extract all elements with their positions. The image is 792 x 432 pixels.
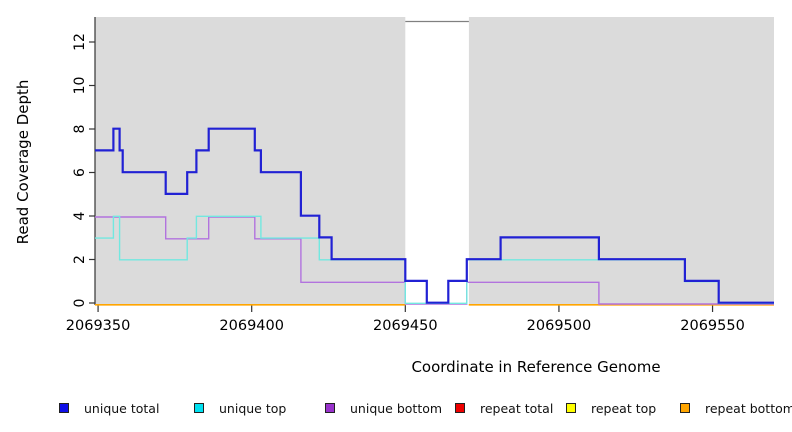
y-axis-title: Read Coverage Depth: [14, 79, 32, 245]
y-tick-label: 4: [72, 211, 88, 220]
x-tick-label: 2069350: [66, 318, 131, 334]
plot-legend: unique total unique top unique bottom re…: [0, 399, 792, 421]
y-tick-label: 2: [72, 255, 88, 264]
legend-swatch-unique-top: [194, 403, 204, 413]
x-tick-label: 2069450: [373, 318, 438, 334]
legend-swatch-unique-bottom: [325, 403, 335, 413]
legend-item-repeat-bottom: repeat bottom: [680, 399, 792, 417]
legend-item-repeat-top: repeat top: [566, 399, 656, 417]
y-tick-label: 6: [72, 168, 88, 177]
x-tick-label: 2069500: [527, 318, 592, 334]
y-tick-label: 12: [72, 33, 88, 51]
legend-swatch-repeat-top: [566, 403, 576, 413]
legend-swatch-unique-total: [59, 403, 69, 413]
legend-label: repeat total: [480, 400, 554, 416]
y-tick-label: 8: [72, 125, 88, 134]
series-line-unique-total: [95, 127, 774, 304]
legend-label: repeat top: [591, 400, 657, 416]
legend-item-unique-bottom: unique bottom: [325, 399, 442, 417]
masked-region: [405, 17, 469, 305]
legend-item-unique-total: unique total: [59, 399, 159, 417]
y-tick-label: 0: [72, 299, 88, 308]
legend-item-unique-top: unique top: [194, 399, 286, 417]
legend-label: unique top: [219, 400, 287, 416]
x-axis-title: Coordinate in Reference Genome: [411, 358, 661, 376]
legend-label: unique bottom: [350, 400, 443, 416]
legend-swatch-repeat-total: [455, 403, 465, 413]
x-tick-label: 2069550: [680, 318, 745, 334]
legend-label: unique total: [84, 400, 160, 416]
x-tick-label: 2069400: [219, 318, 284, 334]
legend-swatch-repeat-bottom: [680, 403, 690, 413]
legend-label: repeat bottom: [705, 400, 792, 416]
y-tick-label: 10: [72, 77, 88, 95]
legend-item-repeat-total: repeat total: [455, 399, 553, 417]
